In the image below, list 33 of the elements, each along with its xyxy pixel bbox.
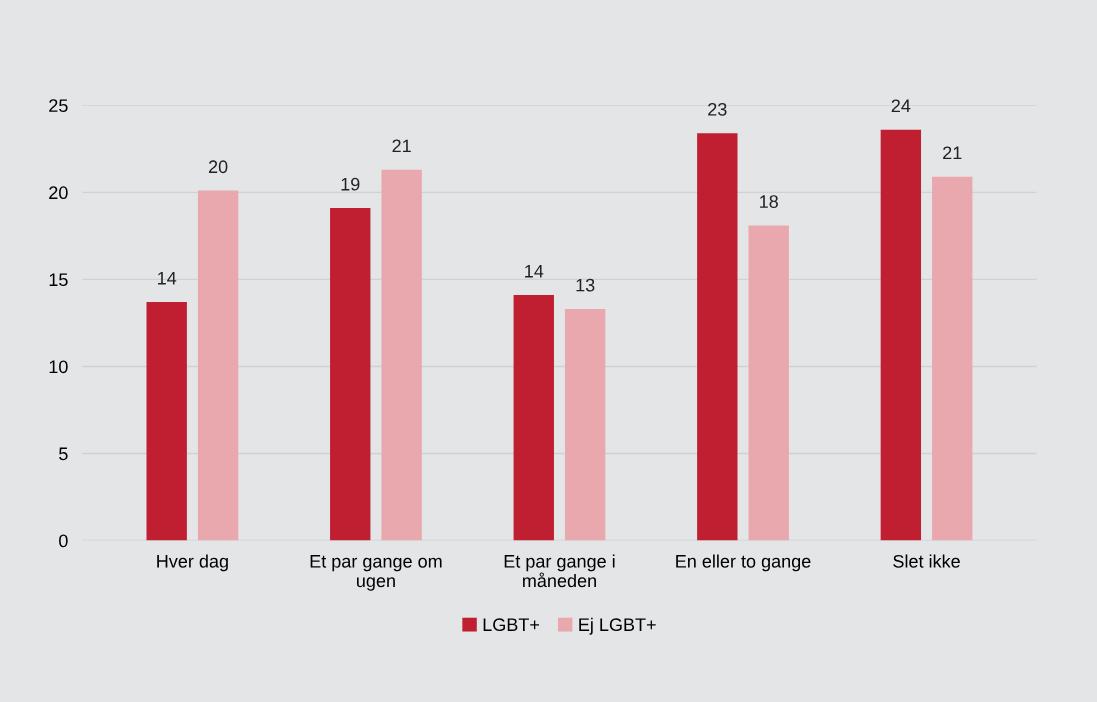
bar [564,308,606,541]
y-tick-label: 10 [49,360,68,374]
x-tick-label: Slet ikke [893,554,960,568]
data-label: 14 [158,271,177,285]
data-label: 21 [392,139,411,153]
data-label: 18 [760,195,778,208]
data-label: 21 [943,146,962,160]
data-label: 19 [341,177,360,191]
legend-label: Ej LGBT+ [579,617,656,635]
data-label: 20 [208,160,228,174]
y-tick-label: 25 [49,99,68,113]
y-tick-label: 5 [59,447,68,461]
bar [932,176,973,541]
x-tick-label: Et par gange om ugen [310,555,442,591]
bar [146,302,187,541]
x-tick-label: En eller to gange [676,554,811,572]
data-label: 24 [891,99,911,113]
bar [330,208,371,541]
y-tick-label: 15 [49,273,68,287]
bar [697,133,738,541]
data-label: 23 [708,102,727,116]
x-tick-label: Et par gange i måneden [504,554,615,588]
bar [748,225,789,541]
x-tick-label: Hver dag [157,554,228,572]
y-tick-label: 20 [49,186,68,200]
bar [880,129,922,541]
bar [197,190,239,541]
data-label: 14 [525,265,544,278]
bar [513,295,554,541]
legend-label: LGBT+ [483,618,540,632]
y-tick-label: 0 [59,534,68,548]
data-label: 13 [576,278,595,292]
bar [381,169,422,541]
